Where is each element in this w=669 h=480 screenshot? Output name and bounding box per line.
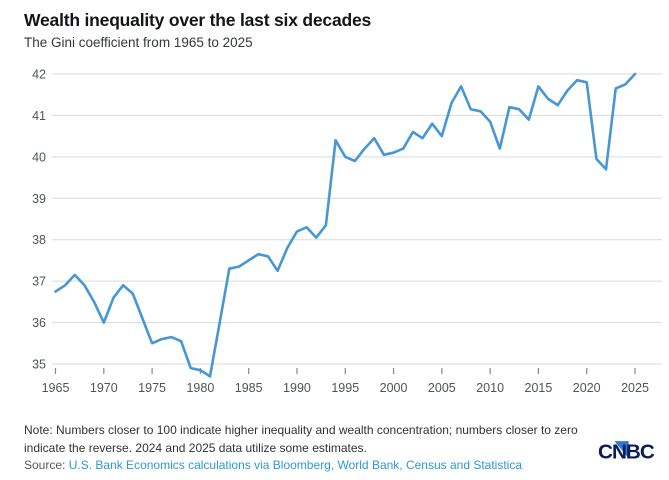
chart-canvas: 35 36 37 38 39 40 41 42 1965 1970 1975 1980 1985 1990…: [32, 68, 662, 395]
x-tick-label: 2000: [380, 381, 408, 395]
cnbc-logo-text: CNBC: [598, 440, 655, 463]
source-prefix-label: Source:: [24, 458, 69, 472]
x-tick-label: 2015: [525, 381, 553, 395]
cnbc-logo[interactable]: CNBC: [598, 438, 662, 465]
chart-area: 35 36 37 38 39 40 41 42 1965 1970 1975 1980 1985 1990…: [0, 56, 669, 404]
y-tick-label: 41: [32, 109, 46, 123]
y-tick-label: 35: [32, 358, 46, 372]
y-tick-label: 36: [32, 316, 46, 330]
y-axis-labels: 35 36 37 38 39 40 41 42: [32, 68, 46, 372]
source-link[interactable]: U.S. Bank Economics calculations via Blo…: [68, 458, 523, 472]
x-tick-label: 2020: [573, 381, 601, 395]
x-tick-label: 1985: [235, 381, 263, 395]
x-tick-label: 2005: [428, 381, 456, 395]
gini-line-series: [54, 72, 637, 378]
chart-note: Note: Numbers closer to 100 indicate hig…: [24, 423, 578, 455]
x-tick-label: 1965: [42, 381, 70, 395]
page-subtitle: The Gini coefficient from 1965 to 2025: [24, 35, 253, 50]
page-title: Wealth inequality over the last six deca…: [24, 10, 372, 30]
y-tick-label: 40: [32, 150, 46, 164]
y-tick-label: 38: [32, 233, 46, 247]
y-tick-label: 39: [32, 192, 46, 206]
x-tick-label: 1980: [186, 381, 214, 395]
x-tick-label: 2010: [476, 381, 504, 395]
x-tick-label: 1970: [90, 381, 118, 395]
source-row: Source: U.S. Bank Economics calculations…: [24, 458, 522, 472]
y-tick-label: 37: [32, 275, 46, 289]
x-tick-label: 1990: [283, 381, 311, 395]
y-tick-label: 42: [32, 68, 46, 82]
x-tick-label: 1975: [138, 381, 166, 395]
x-tick-label: 1995: [331, 381, 359, 395]
x-axis-ticks: 1965 1970 1975 1980 1985 1990 1995 2000 2005 2010…: [42, 368, 649, 395]
x-tick-label: 2025: [621, 381, 649, 395]
